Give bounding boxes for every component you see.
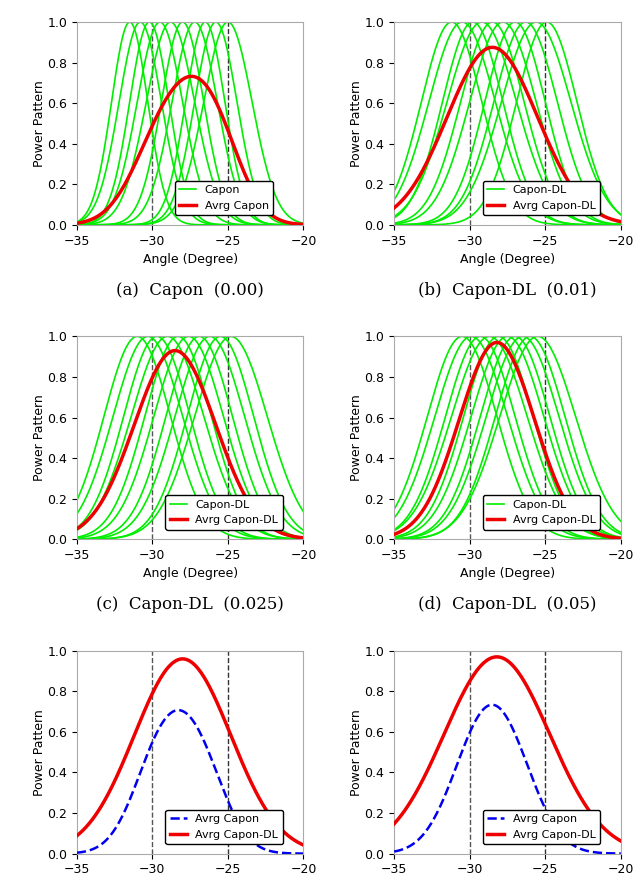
- Legend: Capon, Avrg Capon: Capon, Avrg Capon: [175, 180, 273, 216]
- Y-axis label: Power Pattern: Power Pattern: [33, 394, 45, 481]
- Text: (b)  Capon-DL  (0.01): (b) Capon-DL (0.01): [418, 282, 596, 298]
- Y-axis label: Power Pattern: Power Pattern: [33, 80, 45, 167]
- Text: (d)  Capon-DL  (0.05): (d) Capon-DL (0.05): [418, 596, 596, 613]
- Legend: Avrg Capon, Avrg Capon-DL: Avrg Capon, Avrg Capon-DL: [483, 810, 600, 844]
- Legend: Capon-DL, Avrg Capon-DL: Capon-DL, Avrg Capon-DL: [166, 495, 283, 530]
- Y-axis label: Power Pattern: Power Pattern: [33, 708, 45, 796]
- Legend: Capon-DL, Avrg Capon-DL: Capon-DL, Avrg Capon-DL: [483, 180, 600, 216]
- Y-axis label: Power Pattern: Power Pattern: [350, 708, 363, 796]
- X-axis label: Angle (Degree): Angle (Degree): [460, 568, 555, 581]
- Text: (a)  Capon  (0.00): (a) Capon (0.00): [116, 282, 264, 298]
- Text: (c)  Capon-DL  (0.025): (c) Capon-DL (0.025): [96, 596, 284, 613]
- Y-axis label: Power Pattern: Power Pattern: [350, 80, 363, 167]
- Y-axis label: Power Pattern: Power Pattern: [350, 394, 363, 481]
- X-axis label: Angle (Degree): Angle (Degree): [143, 253, 237, 266]
- X-axis label: Angle (Degree): Angle (Degree): [143, 568, 237, 581]
- Legend: Avrg Capon, Avrg Capon-DL: Avrg Capon, Avrg Capon-DL: [166, 810, 283, 844]
- X-axis label: Angle (Degree): Angle (Degree): [460, 253, 555, 266]
- Legend: Capon-DL, Avrg Capon-DL: Capon-DL, Avrg Capon-DL: [483, 495, 600, 530]
